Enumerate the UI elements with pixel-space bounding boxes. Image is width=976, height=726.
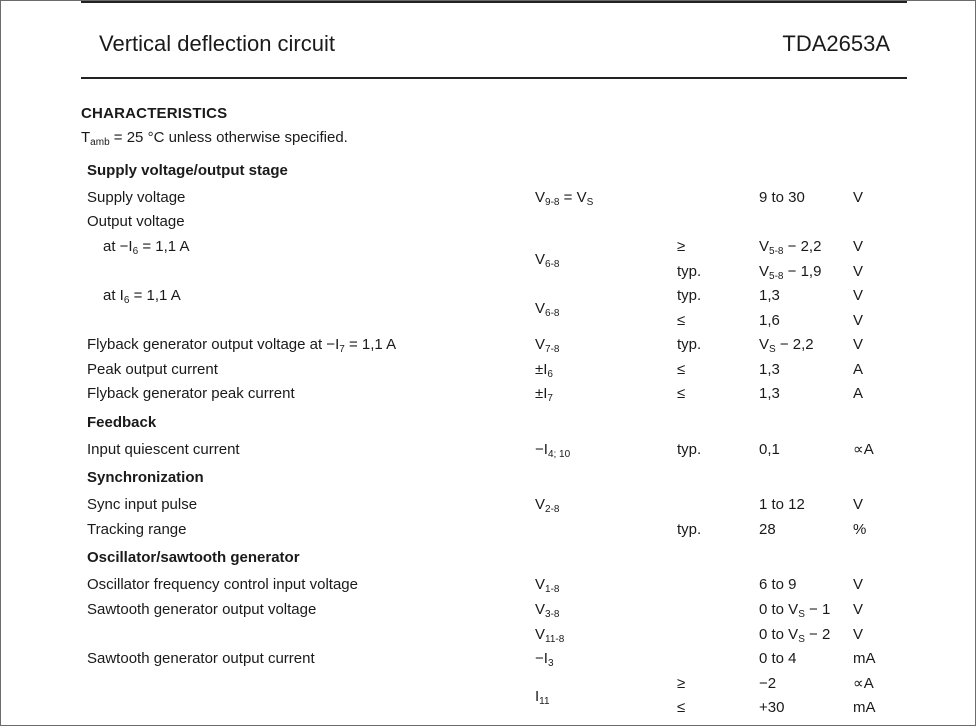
value-cell: V5-8 − 2,2: [759, 238, 822, 257]
group-title: Supply voltage/output stage: [87, 162, 288, 179]
value-cell: 6 to 9: [759, 576, 797, 593]
symbol-cell: V11-8: [535, 626, 565, 645]
value-cell: 28: [759, 521, 776, 538]
qualifier-cell: ≤: [677, 312, 686, 329]
qualifier-cell: typ.: [677, 336, 702, 353]
unit-cell: V: [853, 601, 864, 618]
unit-cell: V: [853, 238, 864, 255]
qualifier-cell: typ.: [677, 441, 702, 458]
group-title: Feedback: [87, 414, 157, 431]
unit-cell: V: [853, 263, 864, 280]
group-title: Synchronization: [87, 469, 204, 486]
param-cell: Sawtooth generator output voltage: [87, 601, 317, 618]
document-title: Vertical deflection circuit: [99, 31, 335, 56]
value-cell: 1 to 12: [759, 496, 805, 513]
section-condition: Tamb = 25 °C unless otherwise specified.: [81, 129, 348, 148]
value-cell: 9 to 30: [759, 189, 805, 206]
value-cell: 1,3: [759, 361, 780, 378]
symbol-cell: V7-8: [535, 336, 560, 355]
symbol-cell: ±I7: [535, 385, 553, 404]
param-cell: Output voltage: [87, 213, 185, 230]
symbol-cell: ±I6: [535, 361, 553, 380]
unit-cell: %: [853, 521, 867, 538]
qualifier-cell: ≤: [677, 361, 686, 378]
unit-cell: V: [853, 626, 864, 643]
unit-cell: ∝A: [853, 675, 874, 692]
param-cell: at I6 = 1,1 A: [103, 287, 181, 306]
symbol-cell: −I3: [535, 650, 554, 669]
param-cell: Input quiescent current: [87, 441, 240, 458]
symbol-cell: I11: [535, 688, 550, 707]
param-cell: Oscillator frequency control input volta…: [87, 576, 358, 593]
qualifier-cell: ≤: [677, 699, 686, 716]
unit-cell: A: [853, 385, 864, 402]
qualifier-cell: typ.: [677, 287, 702, 304]
value-cell: −2: [759, 675, 777, 692]
value-cell: V5-8 − 1,9: [759, 263, 822, 282]
symbol-cell: V6-8: [535, 251, 560, 270]
qualifier-cell: typ.: [677, 263, 702, 280]
unit-cell: V: [853, 336, 864, 353]
value-cell: 1,3: [759, 385, 780, 402]
header-bottom-rule: [81, 77, 907, 79]
group-title: Oscillator/sawtooth generator: [87, 549, 300, 566]
symbol-cell: V6-8: [535, 300, 560, 319]
qualifier-cell: typ.: [677, 521, 702, 538]
qualifier-cell: ≥: [677, 238, 686, 255]
param-cell: Flyback generator output voltage at −I7 …: [87, 336, 397, 355]
qualifier-cell: ≥: [677, 675, 686, 692]
symbol-cell: V9-8 = VS: [535, 189, 594, 208]
value-cell: 1,3: [759, 287, 780, 304]
param-cell: at −I6 = 1,1 A: [103, 238, 190, 257]
unit-cell: V: [853, 189, 864, 206]
unit-cell: V: [853, 496, 864, 513]
unit-cell: mA: [853, 699, 876, 716]
part-number: TDA2653A: [782, 31, 890, 56]
unit-cell: mA: [853, 650, 876, 667]
unit-cell: V: [853, 312, 864, 329]
value-cell: 1,6: [759, 312, 780, 329]
value-cell: 0,1: [759, 441, 780, 458]
unit-cell: ∝A: [853, 441, 874, 458]
qualifier-cell: ≤: [677, 385, 686, 402]
symbol-cell: −I4; 10: [535, 441, 571, 460]
param-cell: Sync input pulse: [87, 496, 198, 513]
value-cell: VS − 2,2: [759, 336, 814, 355]
param-cell: Supply voltage: [87, 189, 186, 206]
header-top-rule: [81, 1, 907, 3]
param-cell: Flyback generator peak current: [87, 385, 295, 402]
unit-cell: A: [853, 361, 864, 378]
value-cell: 0 to VS − 2: [759, 626, 831, 645]
value-cell: +30: [759, 699, 785, 716]
symbol-cell: V3-8: [535, 601, 560, 620]
value-cell: 0 to VS − 1: [759, 601, 831, 620]
unit-cell: V: [853, 287, 864, 304]
symbol-cell: V2-8: [535, 496, 560, 515]
param-cell: Peak output current: [87, 361, 218, 378]
param-cell: Sawtooth generator output current: [87, 650, 315, 667]
symbol-cell: V1-8: [535, 576, 560, 595]
param-cell: Tracking range: [87, 521, 187, 538]
section-title: CHARACTERISTICS: [81, 105, 228, 122]
unit-cell: V: [853, 576, 864, 593]
value-cell: 0 to 4: [759, 650, 797, 667]
